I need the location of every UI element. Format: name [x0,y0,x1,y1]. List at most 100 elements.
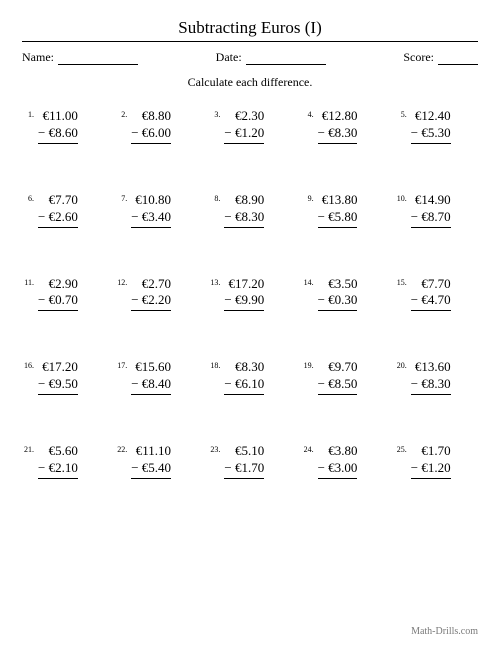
problem-rule [131,227,171,228]
minuend: €8.90 [224,192,264,209]
minuend: €17.20 [38,359,78,376]
problem: 17.€15.60− €8.40 [115,359,198,395]
problem-stack: €3.80− €3.00 [318,443,358,479]
score-blank[interactable] [438,53,478,65]
problem-number: 22. [115,443,127,454]
problem-rule [224,310,264,311]
problem-stack: €10.80− €3.40 [131,192,171,228]
problem: 15.€7.70− €4.70 [395,276,478,312]
problem-stack: €8.80− €6.00 [131,108,171,144]
problem-rule [38,227,78,228]
problem-rule [411,478,451,479]
minuend: €2.70 [131,276,171,293]
problem-stack: €8.30− €6.10 [224,359,264,395]
date-blank[interactable] [246,53,326,65]
subtrahend: − €8.30 [224,209,264,226]
problem-stack: €17.20− €9.50 [38,359,78,395]
subtrahend: − €9.90 [224,292,264,309]
minuend: €5.10 [224,443,264,460]
minuend: €1.70 [411,443,451,460]
problem-stack: €5.60− €2.10 [38,443,78,479]
problem-number: 13. [208,276,220,287]
subtrahend: − €8.30 [318,125,358,142]
problem: 23. €5.10− €1.70 [208,443,291,479]
problem-number: 16. [22,359,34,370]
problem: 24. €3.80− €3.00 [302,443,385,479]
minuend: €8.80 [131,108,171,125]
problem: 18.€8.30− €6.10 [208,359,291,395]
instruction: Calculate each difference. [22,75,478,90]
subtrahend: − €3.00 [318,460,358,477]
minuend: €2.30 [224,108,264,125]
problem-rule [38,143,78,144]
problem-stack: €2.70− €2.20 [131,276,171,312]
footer: Math-Drills.com [411,626,478,637]
problem-rule [411,394,451,395]
problem-rule [38,310,78,311]
problem-rule [131,478,171,479]
problem-stack: €15.60− €8.40 [131,359,171,395]
subtrahend: − €1.20 [411,460,451,477]
problem-rule [411,227,451,228]
minuend: €5.60 [38,443,78,460]
problem: 16. €17.20− €9.50 [22,359,105,395]
subtrahend: − €3.40 [131,209,171,226]
minuend: €7.70 [411,276,451,293]
problem: 6.€7.70− €2.60 [22,192,105,228]
problem-stack: €1.70− €1.20 [411,443,451,479]
subtrahend: − €6.10 [224,376,264,393]
minuend: €15.60 [131,359,171,376]
problem-number: 23. [208,443,220,454]
problem-stack: €5.10− €1.70 [224,443,264,479]
problem-number: 7. [115,192,127,203]
problem: 9.€13.80− €5.80 [302,192,385,228]
subtrahend: − €8.40 [131,376,171,393]
problem-rule [318,227,358,228]
problem: 4.€12.80− €8.30 [302,108,385,144]
problem-rule [224,143,264,144]
problem: 14. €3.50− €0.30 [302,276,385,312]
problem-number: 12. [115,276,127,287]
date-label: Date: [216,50,242,65]
problem-rule [131,143,171,144]
minuend: €12.40 [411,108,451,125]
minuend: €13.60 [411,359,451,376]
problem: 12. €2.70− €2.20 [115,276,198,312]
problem-number: 21. [22,443,34,454]
problem: 20.€13.60− €8.30 [395,359,478,395]
problem-stack: €13.80− €5.80 [318,192,358,228]
problem: 3.€2.30− €1.20 [208,108,291,144]
problem-stack: €3.50− €0.30 [318,276,358,312]
subtrahend: − €5.80 [318,209,358,226]
problem-stack: €11.00− €8.60 [38,108,78,144]
subtrahend: − €2.60 [38,209,78,226]
problem-rule [224,394,264,395]
score-label: Score: [403,50,434,65]
subtrahend: − €2.20 [131,292,171,309]
problem-number: 24. [302,443,314,454]
name-field: Name: [22,50,138,65]
problem-number: 14. [302,276,314,287]
subtrahend: − €8.70 [411,209,451,226]
problem-rule [318,478,358,479]
minuend: €10.80 [131,192,171,209]
page-title: Subtracting Euros (I) [22,18,478,38]
problem-stack: €7.70− €2.60 [38,192,78,228]
problem: 19.€9.70− €8.50 [302,359,385,395]
title-rule [22,41,478,42]
name-blank[interactable] [58,53,138,65]
problem-number: 1. [22,108,34,119]
problem-number: 4. [302,108,314,119]
date-field: Date: [216,50,326,65]
subtrahend: − €5.40 [131,460,171,477]
problem-rule [318,143,358,144]
problem-number: 10. [395,192,407,203]
meta-row: Name: Date: Score: [22,50,478,65]
problem-rule [224,478,264,479]
problem-rule [224,227,264,228]
problem: 1. €11.00− €8.60 [22,108,105,144]
minuend: €3.80 [318,443,358,460]
problem: 2.€8.80− €6.00 [115,108,198,144]
subtrahend: − €8.60 [38,125,78,142]
minuend: €13.80 [318,192,358,209]
